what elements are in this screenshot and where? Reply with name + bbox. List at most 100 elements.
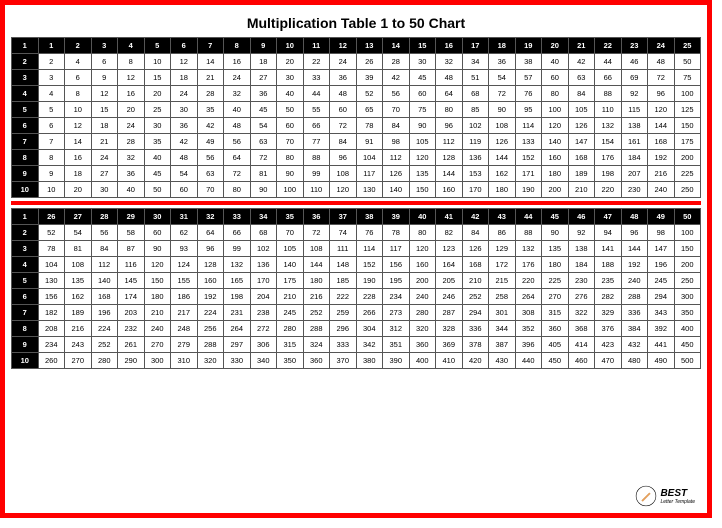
col-header: 9 <box>250 38 277 54</box>
cell: 10 <box>144 54 171 70</box>
cell: 126 <box>568 118 595 134</box>
col-header: 36 <box>303 209 330 225</box>
cell: 392 <box>648 321 675 337</box>
cell: 56 <box>197 150 224 166</box>
cell: 312 <box>383 321 410 337</box>
table-row: 7714212835424956637077849198105112119126… <box>12 134 701 150</box>
cell: 145 <box>118 273 145 289</box>
cell: 203 <box>118 305 145 321</box>
cell: 90 <box>542 225 569 241</box>
cell: 160 <box>197 273 224 289</box>
cell: 196 <box>91 305 118 321</box>
cell: 360 <box>303 353 330 369</box>
table-row: 3788184879093969910210510811111411712012… <box>12 241 701 257</box>
cell: 470 <box>595 353 622 369</box>
cell: 129 <box>489 241 516 257</box>
cell: 84 <box>91 241 118 257</box>
row-header: 6 <box>12 118 39 134</box>
cell: 16 <box>224 54 251 70</box>
cell: 94 <box>595 225 622 241</box>
cell: 450 <box>542 353 569 369</box>
cell: 20 <box>144 86 171 102</box>
cell: 490 <box>648 353 675 369</box>
cell: 20 <box>65 182 92 198</box>
cell: 105 <box>277 241 304 257</box>
cell: 252 <box>91 337 118 353</box>
row-header: 5 <box>12 273 39 289</box>
table-row: 6156162168174180186192198204210216222228… <box>12 289 701 305</box>
cell: 87 <box>118 241 145 257</box>
cell: 234 <box>383 289 410 305</box>
col-header: 30 <box>144 209 171 225</box>
cell: 186 <box>171 289 198 305</box>
cell: 430 <box>489 353 516 369</box>
col-header: 41 <box>436 209 463 225</box>
cell: 224 <box>197 305 224 321</box>
cell: 72 <box>224 166 251 182</box>
cell: 35 <box>144 134 171 150</box>
cell: 110 <box>303 182 330 198</box>
cell: 114 <box>356 241 383 257</box>
cell: 99 <box>303 166 330 182</box>
cell: 70 <box>197 182 224 198</box>
cell: 60 <box>144 225 171 241</box>
cell: 105 <box>409 134 436 150</box>
col-header: 24 <box>648 38 675 54</box>
cell: 24 <box>118 118 145 134</box>
cell: 135 <box>409 166 436 182</box>
cell: 96 <box>648 86 675 102</box>
col-header: 3 <box>91 38 118 54</box>
cell: 192 <box>197 289 224 305</box>
cell: 176 <box>515 257 542 273</box>
cell: 33 <box>303 70 330 86</box>
row-header: 5 <box>12 102 39 118</box>
row-header: 10 <box>12 182 39 198</box>
cell: 259 <box>330 305 357 321</box>
col-header: 13 <box>356 38 383 54</box>
multiplication-table-2: 1262728293031323334353637383940414243444… <box>11 208 701 369</box>
cell: 18 <box>91 118 118 134</box>
cell: 252 <box>303 305 330 321</box>
cell: 196 <box>648 257 675 273</box>
cell: 46 <box>621 54 648 70</box>
cell: 88 <box>303 150 330 166</box>
col-header: 38 <box>356 209 383 225</box>
table-row: 2246810121416182022242628303234363840424… <box>12 54 701 70</box>
cell: 128 <box>197 257 224 273</box>
cell: 138 <box>568 241 595 257</box>
cell: 256 <box>197 321 224 337</box>
row-header: 2 <box>12 225 39 241</box>
col-header: 31 <box>171 209 198 225</box>
cell: 78 <box>383 225 410 241</box>
cell: 96 <box>436 118 463 134</box>
cell: 240 <box>144 321 171 337</box>
cell: 376 <box>595 321 622 337</box>
cell: 24 <box>91 150 118 166</box>
cell: 315 <box>277 337 304 353</box>
cell: 76 <box>356 225 383 241</box>
cell: 119 <box>462 134 489 150</box>
cell: 21 <box>197 70 224 86</box>
row-header: 3 <box>12 241 39 257</box>
cell: 210 <box>462 273 489 289</box>
col-header: 48 <box>621 209 648 225</box>
col-header: 22 <box>595 38 622 54</box>
cell: 351 <box>383 337 410 353</box>
cell: 104 <box>356 150 383 166</box>
cell: 42 <box>197 118 224 134</box>
cell: 108 <box>330 166 357 182</box>
col-header: 20 <box>542 38 569 54</box>
cell: 322 <box>568 305 595 321</box>
cell: 36 <box>118 166 145 182</box>
table-row: 5130135140145150155160165170175180185190… <box>12 273 701 289</box>
cell: 60 <box>171 182 198 198</box>
col-header: 42 <box>462 209 489 225</box>
cell: 70 <box>383 102 410 118</box>
cell: 290 <box>118 353 145 369</box>
cell: 60 <box>277 118 304 134</box>
cell: 141 <box>595 241 622 257</box>
cell: 70 <box>277 225 304 241</box>
cell: 110 <box>595 102 622 118</box>
cell: 282 <box>595 289 622 305</box>
cell: 180 <box>303 273 330 289</box>
